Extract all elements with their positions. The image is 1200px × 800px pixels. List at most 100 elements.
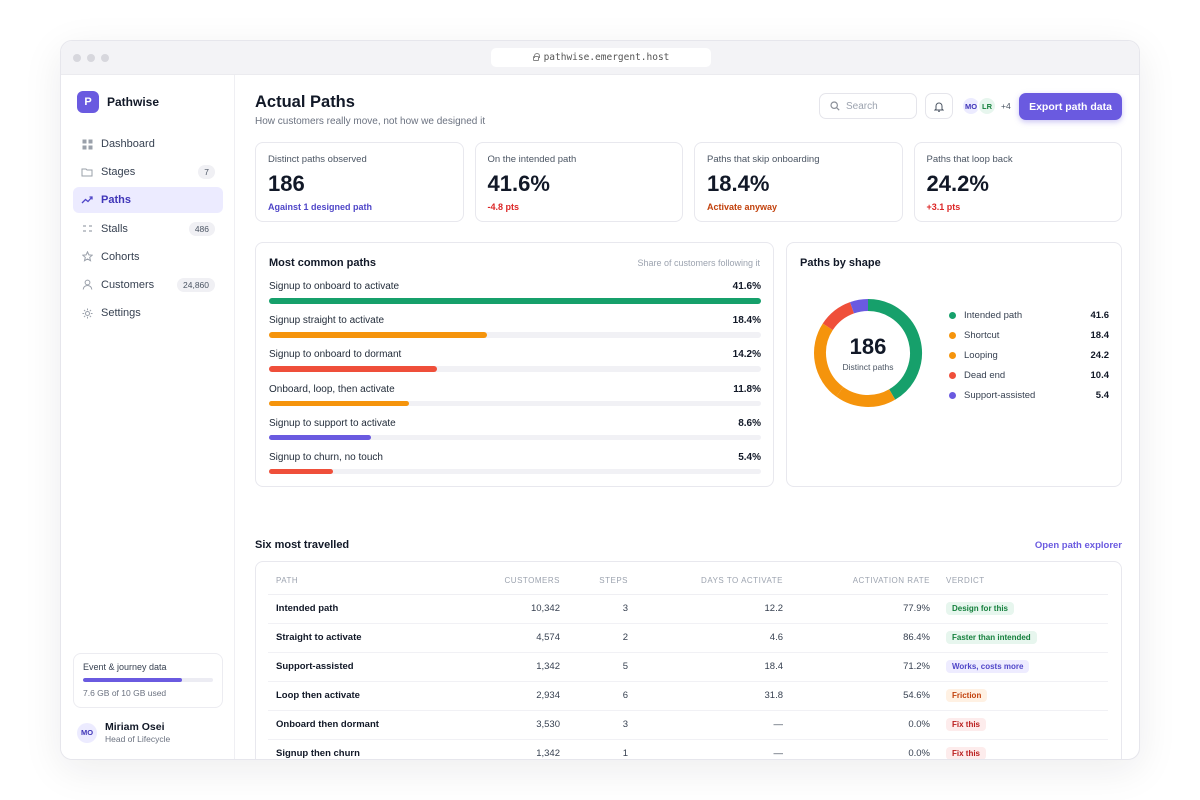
table-row[interactable]: Signup then churn 1,342 1 — 0.0% Fix this	[268, 739, 1108, 760]
brand[interactable]: P Pathwise	[77, 91, 159, 113]
path-bar-row[interactable]: Signup to support to activate 8.6%	[269, 418, 761, 452]
collaborator-avatars[interactable]: MO LR +4	[961, 96, 1011, 116]
sidebar-item-cohorts[interactable]: Cohorts	[73, 244, 223, 270]
legend-item[interactable]: Dead end 10.4	[949, 365, 1109, 385]
table-row[interactable]: Support-assisted 1,342 5 18.4 71.2% Works, co…	[268, 652, 1108, 682]
path-bar-fill	[269, 298, 761, 304]
cell-days-to-activate: 4.6	[636, 623, 791, 653]
donut-slice-shortcut[interactable]	[836, 386, 896, 407]
most-common-paths-card: Most common paths Share of customers fol…	[255, 242, 774, 487]
table-row[interactable]: Straight to activate 4,574 2 4.6 86.4% Faster…	[268, 623, 1108, 653]
kpi-value: 24.2%	[926, 171, 989, 196]
cell-customers: 4,574	[418, 623, 568, 653]
bell-icon	[934, 102, 944, 112]
column-header-days-to-activate[interactable]: DAYS TO ACTIVATE	[636, 568, 791, 595]
paths-by-shape-card: Paths by shape 186 Distinct paths Intend…	[786, 242, 1122, 487]
legend-label: Support-assisted	[964, 389, 1036, 401]
path-bar-fill	[269, 468, 333, 475]
kpi-label: Distinct paths observed	[268, 154, 367, 165]
path-bar-row[interactable]: Signup to churn, no touch 5.4%	[269, 452, 761, 486]
path-bar-row[interactable]: Signup straight to activate 18.4%	[269, 315, 761, 349]
path-bar-track	[269, 434, 761, 441]
path-share: 41.6%	[732, 281, 761, 292]
table-row[interactable]: Intended path 10,342 3 12.2 77.9% Design for …	[268, 594, 1108, 624]
sidebar-item-label: Cohorts	[101, 250, 140, 263]
legend-value: 24.2	[1090, 349, 1110, 361]
storage-title: Event & journey data	[83, 662, 167, 672]
donut-slice-dead-end[interactable]	[822, 302, 855, 331]
kpi-value: 18.4%	[707, 171, 770, 196]
open-path-explorer-link[interactable]: Open path explorer	[1034, 540, 1122, 551]
search-placeholder: Search	[846, 100, 878, 112]
paths-table: PATH CUSTOMERS STEPS DAYS TO ACTIVATE AC…	[268, 568, 1108, 760]
column-header-customers[interactable]: CUSTOMERS	[418, 568, 568, 595]
legend-item[interactable]: Intended path 41.6	[949, 305, 1109, 325]
folder-icon	[81, 166, 93, 178]
url-text: pathwise.emergent.host	[543, 52, 670, 63]
table-row[interactable]: Onboard then dormant 3,530 3—0.0% Fix this	[268, 710, 1108, 740]
path-bar-row[interactable]: Signup to onboard to activate 41.6%	[269, 281, 761, 315]
column-header-steps[interactable]: STEPS	[568, 568, 636, 595]
kpi-value: 186	[268, 171, 305, 196]
storage-card: Event & journey data 7.6 GB of 10 GB use…	[73, 653, 223, 708]
cell-days-to-activate: 18.4	[636, 652, 791, 682]
donut-svg	[814, 299, 922, 407]
storage-progress-fill	[83, 678, 182, 682]
cell-path: Straight to activate	[268, 623, 418, 653]
kpi-card: Paths that loop back 24.2% +3.1 pts	[913, 142, 1122, 222]
sidebar-item-paths[interactable]: Paths	[73, 187, 223, 214]
column-header-activation-rate[interactable]: ACTIVATION RATE	[791, 568, 938, 595]
cell-days-to-activate: 31.8	[636, 681, 791, 711]
donut-slice-support-assisted[interactable]	[850, 299, 869, 314]
column-header-verdict[interactable]: VERDICT	[938, 568, 1108, 595]
sidebar-item-label: Stages	[101, 166, 136, 179]
search-input[interactable]: Search	[819, 93, 917, 119]
cell-activation-rate: 54.6%	[791, 681, 938, 711]
cell-activation-rate: 86.4%	[791, 623, 938, 653]
path-bar-fill	[269, 332, 487, 338]
legend-item[interactable]: Looping 24.2	[949, 345, 1109, 365]
export-path-data-button[interactable]: Export path data	[1019, 93, 1122, 120]
sidebar-item-settings[interactable]: Settings	[73, 300, 223, 326]
window-close-dot[interactable]	[73, 54, 81, 62]
verdict-badge: Works, costs more	[946, 660, 1030, 673]
user-profile[interactable]: MO Miriam Osei Head of Lifecycle	[77, 721, 170, 744]
cell-steps: 2	[568, 623, 636, 653]
path-share: 8.6%	[738, 417, 761, 429]
legend-swatch	[949, 371, 956, 379]
path-share: 14.2%	[732, 349, 761, 361]
sidebar-item-stages[interactable]: Stages 7	[73, 159, 223, 185]
donut-slice-intended-path[interactable]	[867, 299, 922, 400]
legend-swatch	[949, 351, 956, 359]
cell-path: Support-assisted	[268, 652, 418, 682]
sidebar-item-dashboard[interactable]: Dashboard	[73, 131, 223, 157]
cell-verdict: Works, costs more	[938, 652, 1108, 682]
table-row[interactable]: Loop then activate 2,934 6 31.8 54.6% Frictio…	[268, 681, 1108, 711]
cell-path: Intended path	[268, 594, 418, 624]
path-bar-row[interactable]: Onboard, loop, then activate 11.8%	[269, 384, 761, 418]
window-minimize-dot[interactable]	[87, 54, 95, 62]
path-bar-fill	[269, 366, 437, 372]
sidebar-item-customers[interactable]: Customers 24,860	[73, 272, 223, 298]
grid-icon	[81, 138, 93, 150]
path-bar-track	[269, 332, 761, 338]
address-bar[interactable]: pathwise.emergent.host	[491, 48, 711, 67]
legend-item[interactable]: Shortcut 18.4	[949, 325, 1109, 345]
trend-icon	[81, 194, 93, 206]
notifications-button[interactable]	[925, 93, 953, 119]
card-title: Most common paths	[269, 257, 376, 269]
donut-slice-looping[interactable]	[814, 323, 844, 397]
sidebar-item-stalls[interactable]: Stalls 486	[73, 216, 223, 242]
sidebar-nav: Dashboard Stages 7 Paths Stalls 486 Cohorts Cus…	[73, 131, 223, 328]
window-maximize-dot[interactable]	[101, 54, 109, 62]
legend-label: Looping	[964, 349, 998, 361]
column-header-path[interactable]: PATH	[268, 568, 418, 595]
donut-center: 186 Distinct paths	[803, 288, 933, 418]
cell-verdict: Faster than intended	[938, 623, 1108, 653]
legend-item[interactable]: Support-assisted 5.4	[949, 385, 1109, 405]
shape-legend: Intended path 41.6 Shortcut 18.4 Looping 24.2…	[949, 305, 1109, 405]
path-bar-row[interactable]: Signup to onboard to dormant 14.2%	[269, 349, 761, 383]
cell-days-to-activate: 12.2	[636, 594, 791, 624]
legend-swatch	[949, 311, 956, 319]
cell-steps: 1	[622, 748, 628, 760]
